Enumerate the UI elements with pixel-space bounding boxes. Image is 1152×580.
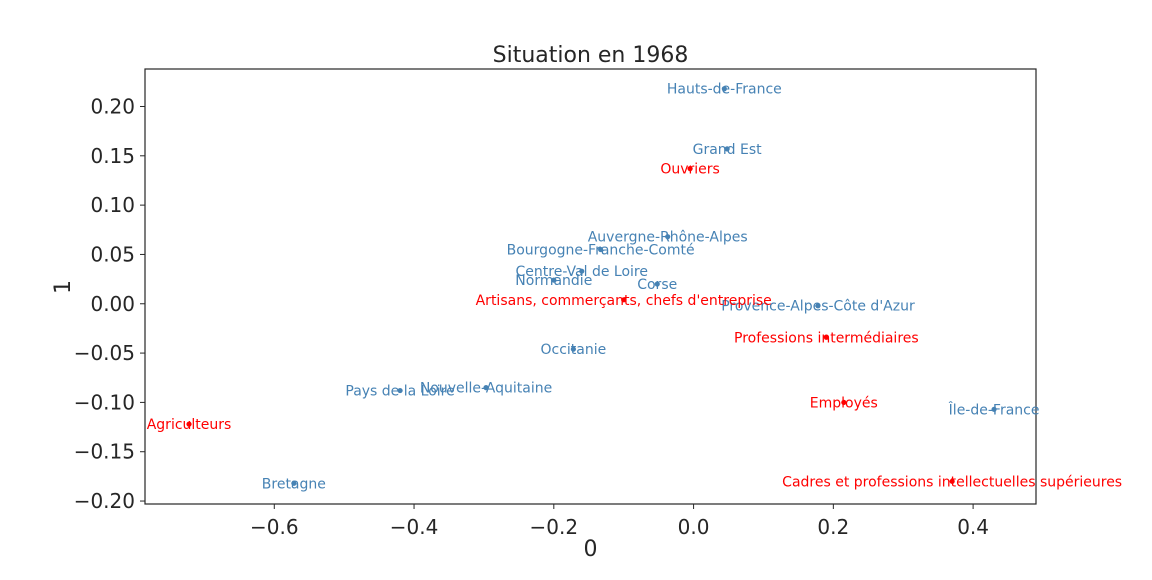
y-tick-label: 0.15	[90, 144, 135, 168]
data-point-marker	[823, 334, 829, 340]
data-point-marker	[579, 268, 585, 274]
data-point-marker	[815, 303, 821, 309]
data-point-marker	[654, 281, 660, 287]
data-point-label: Ouvriers	[660, 162, 720, 178]
data-point-label: Pays de la Loire	[345, 384, 454, 400]
data-point-marker	[291, 480, 297, 486]
data-point-marker	[991, 406, 997, 412]
data-point-label: Nouvelle-Aquitaine	[420, 381, 552, 397]
y-tick-label: 0.05	[90, 242, 135, 266]
data-point-label: Artisans, commerçants, chefs d'entrepris…	[476, 293, 772, 309]
data-point-label: Bourgogne-Franche-Comté	[507, 243, 695, 259]
x-tick-label: −0.4	[390, 515, 439, 539]
y-tick-label: 0.00	[90, 292, 135, 316]
x-tick-label: 0.2	[817, 515, 849, 539]
data-point-label: Bretagne	[262, 476, 326, 492]
y-tick-label: −0.05	[74, 341, 135, 365]
data-point-marker	[598, 246, 604, 253]
data-point-label: Corse	[637, 277, 677, 293]
data-point-label: Provence-Alpes-Côte d'Azur	[721, 299, 915, 315]
data-point-marker	[483, 385, 489, 391]
data-point-marker	[687, 166, 693, 172]
data-point-label: Agriculteurs	[147, 417, 232, 433]
data-points: Hauts-de-France Grand Est Auvergne-Rhône-A…	[147, 82, 1122, 493]
x-tick-label: −0.6	[250, 515, 299, 539]
data-point-label: Cadres et professions intellectuelles su…	[782, 474, 1122, 490]
x-axis-label: 0	[584, 537, 598, 562]
data-point-marker	[721, 86, 727, 92]
y-axis-ticks: 0.20 0.15 0.10 0.05 0.00 −0.05 −0.10 −0.15 −0.20	[74, 94, 145, 513]
data-point-label: Occitanie	[541, 342, 607, 358]
data-point-label: Hauts-de-France	[667, 82, 782, 98]
chart-title: Situation en 1968	[493, 43, 689, 68]
data-point-marker	[665, 234, 671, 240]
data-point-marker	[570, 346, 576, 352]
x-axis-ticks: −0.6 −0.4 −0.2 0.0 0.2 0.4	[250, 504, 989, 539]
y-tick-label: −0.15	[74, 440, 135, 464]
x-tick-label: −0.2	[530, 515, 579, 539]
x-tick-label: 0.4	[957, 515, 989, 539]
data-point-marker	[841, 399, 847, 406]
y-tick-label: −0.20	[74, 489, 135, 513]
data-point-marker	[551, 277, 557, 283]
data-point-marker	[724, 146, 730, 152]
y-tick-label: 0.20	[90, 94, 135, 118]
data-point-label: Normandie	[515, 273, 592, 289]
y-tick-label: −0.10	[74, 390, 135, 414]
x-tick-label: 0.0	[678, 515, 710, 539]
data-point-label: Professions intermédiaires	[734, 330, 919, 346]
data-point-label: Centre-Val de Loire	[516, 264, 648, 280]
data-point-marker	[621, 297, 627, 303]
data-point-marker	[949, 478, 955, 484]
data-point-label: Employés	[810, 395, 878, 411]
plot-area-frame	[144, 68, 1037, 505]
y-axis-label: 1	[51, 280, 76, 294]
data-point-marker	[397, 387, 403, 394]
data-point-label: Auvergne-Rhône-Alpes	[588, 230, 748, 246]
y-tick-label: 0.10	[90, 193, 135, 217]
data-point-label: Grand Est	[693, 142, 763, 158]
data-point-label: Île-de-France	[948, 400, 1040, 418]
data-point-marker	[186, 421, 192, 427]
